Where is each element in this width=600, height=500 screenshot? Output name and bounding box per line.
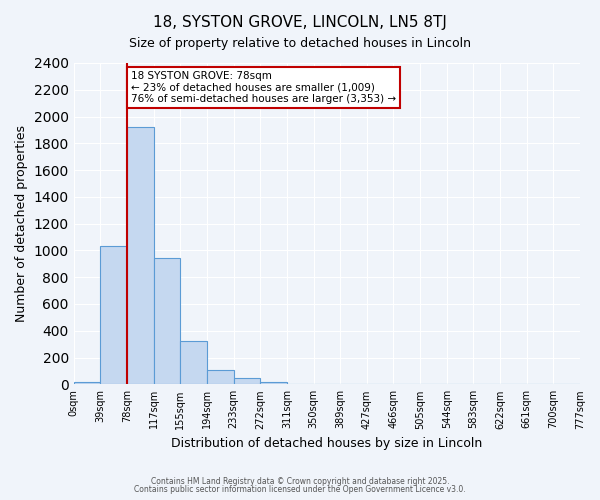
Bar: [127, 128, 154, 384]
Bar: [207, 370, 233, 384]
Bar: [180, 342, 207, 384]
Text: Contains public sector information licensed under the Open Government Licence v3: Contains public sector information licen…: [134, 485, 466, 494]
Text: 18, SYSTON GROVE, LINCOLN, LN5 8TJ: 18, SYSTON GROVE, LINCOLN, LN5 8TJ: [153, 15, 447, 30]
Bar: [100, 246, 127, 384]
Y-axis label: Number of detached properties: Number of detached properties: [15, 125, 28, 322]
Text: 18 SYSTON GROVE: 78sqm
← 23% of detached houses are smaller (1,009)
76% of semi-: 18 SYSTON GROVE: 78sqm ← 23% of detached…: [131, 71, 396, 104]
Text: Contains HM Land Registry data © Crown copyright and database right 2025.: Contains HM Land Registry data © Crown c…: [151, 477, 449, 486]
Bar: [74, 382, 100, 384]
Bar: [154, 258, 180, 384]
X-axis label: Distribution of detached houses by size in Lincoln: Distribution of detached houses by size …: [171, 437, 482, 450]
Bar: [233, 378, 260, 384]
Bar: [260, 382, 287, 384]
Text: Size of property relative to detached houses in Lincoln: Size of property relative to detached ho…: [129, 38, 471, 51]
